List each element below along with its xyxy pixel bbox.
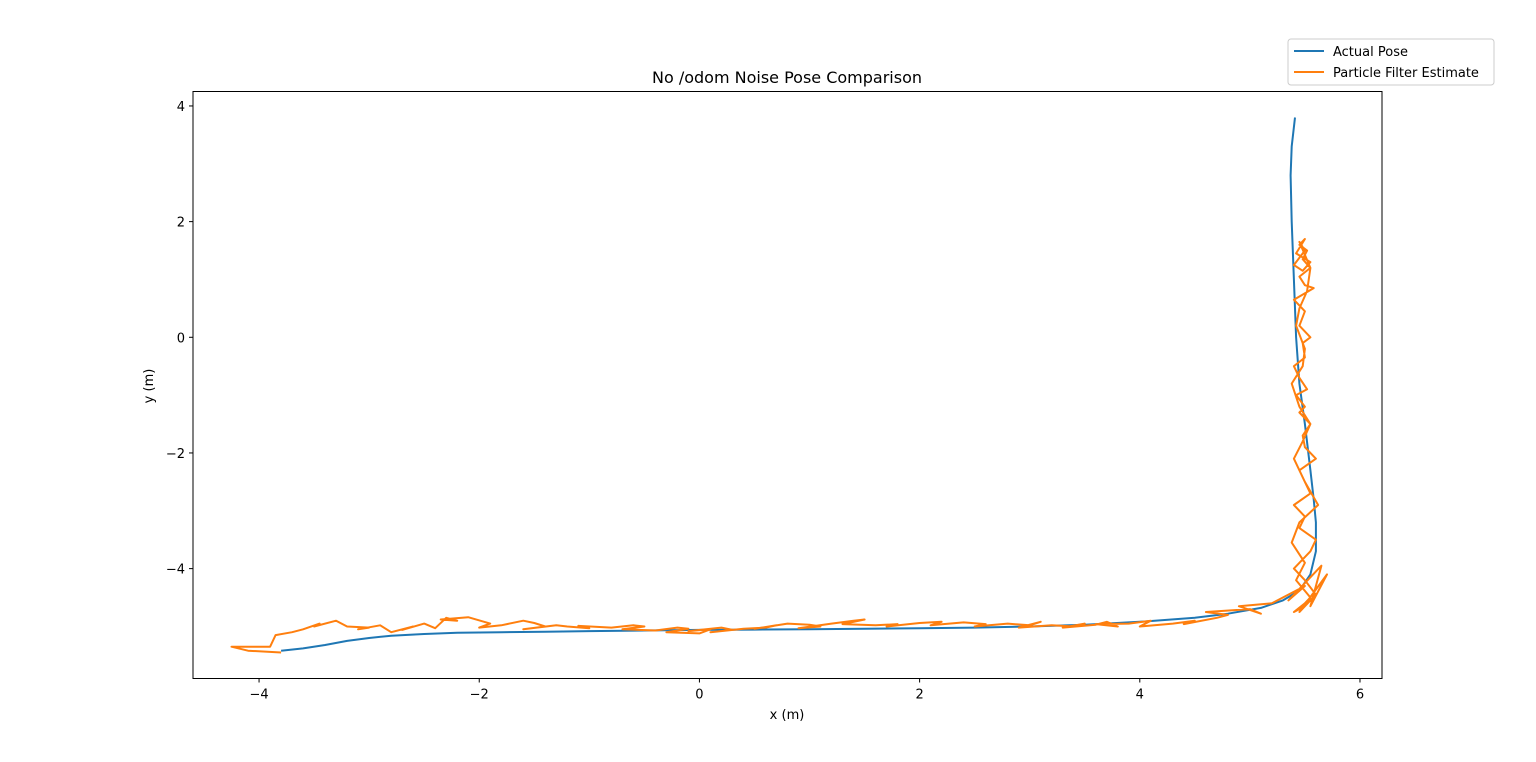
x-tick-label: −4	[249, 688, 268, 703]
y-tick-label: −4	[166, 563, 185, 578]
plot-area	[192, 91, 1383, 679]
x-tick-label: 6	[1356, 688, 1364, 703]
y-tick-label: 2	[177, 216, 185, 231]
plot-frame	[192, 91, 1383, 679]
legend-label-particle-filter: Particle Filter Estimate	[1333, 66, 1479, 81]
x-tick-label: 2	[915, 688, 923, 703]
x-axis-label: x (m)	[770, 708, 805, 723]
chart-title: No /odom Noise Pose Comparison	[652, 68, 922, 87]
x-tick-label: −2	[470, 688, 489, 703]
legend: Actual Pose Particle Filter Estimate	[1287, 38, 1495, 86]
y-tick-label: 0	[177, 331, 185, 346]
series-line-particle-filter	[230, 238, 1328, 654]
y-axis-ticks: −4 −2 0 2 4	[166, 100, 193, 578]
legend-box	[1287, 38, 1495, 86]
y-tick-label: 4	[177, 100, 185, 115]
x-axis-ticks: −4 −2 0 2 4 6	[249, 678, 1364, 703]
series-layer	[230, 117, 1328, 654]
x-tick-label: 0	[695, 688, 703, 703]
x-tick-label: 4	[1136, 688, 1144, 703]
y-tick-label: −2	[166, 447, 185, 462]
series-line-actual-pose	[280, 117, 1317, 652]
legend-label-actual-pose: Actual Pose	[1333, 45, 1408, 60]
y-axis-label: y (m)	[142, 369, 157, 404]
